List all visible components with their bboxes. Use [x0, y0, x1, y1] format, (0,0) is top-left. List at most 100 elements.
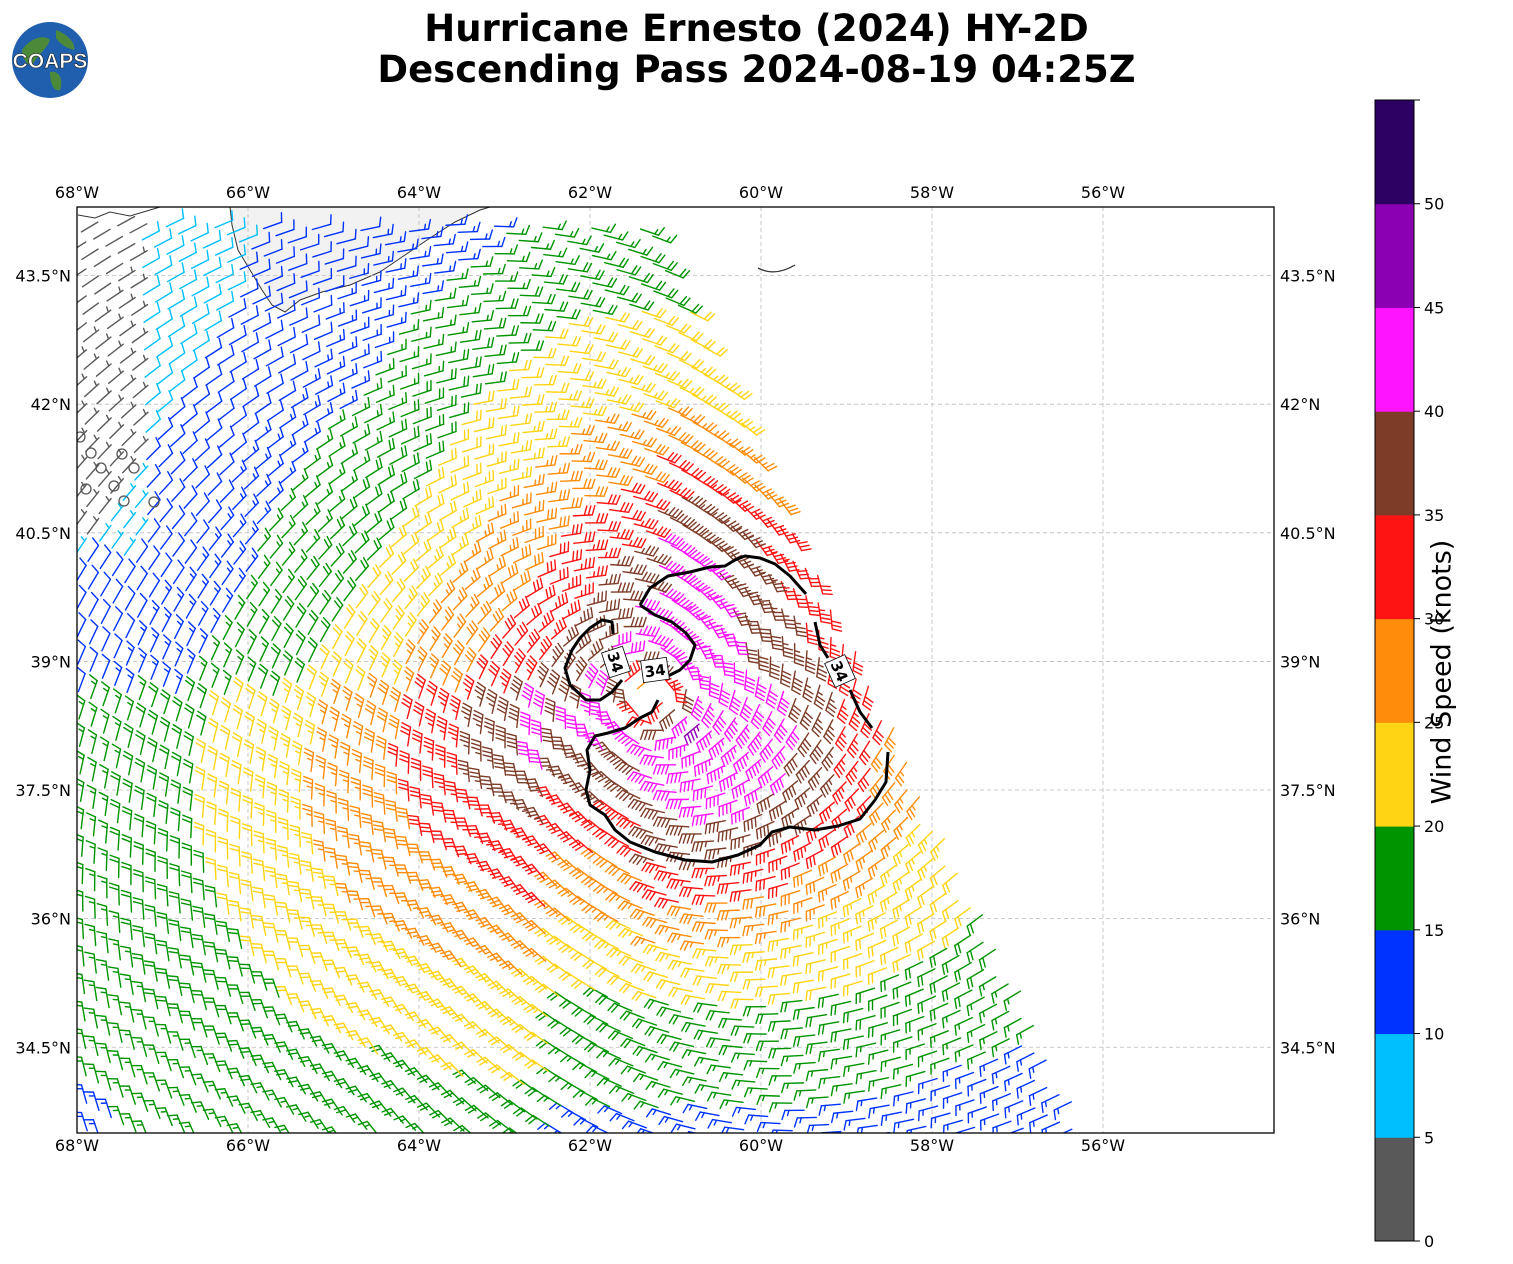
wind-barb: [668, 743, 688, 761]
wind-barb: [666, 878, 691, 890]
wind-barb: [655, 979, 681, 990]
wind-barb: [917, 995, 937, 1014]
wind-barb: [742, 868, 764, 884]
wind-barb: [430, 830, 447, 851]
wind-barb: [706, 1037, 731, 1048]
wind-barb: [595, 413, 620, 424]
wind-barb: [544, 697, 556, 722]
wind-barb: [656, 451, 682, 464]
wind-barb: [793, 1061, 816, 1074]
wind-barb: [392, 1003, 414, 1022]
wind-barb: [595, 670, 609, 696]
wind-barb: [511, 827, 532, 846]
wind-barb: [979, 1113, 1000, 1131]
wind-barb: [572, 478, 596, 490]
wind-barb: [704, 956, 729, 967]
wind-barb: [855, 932, 875, 951]
wind-barb: [830, 918, 850, 937]
wind-barb: [769, 628, 784, 651]
wind-barb: [597, 1105, 623, 1115]
wind-barb: [817, 1021, 840, 1036]
lon-tick-label: 62°W: [568, 183, 612, 202]
wind-barb: [545, 879, 570, 894]
wind-barb: [830, 1083, 853, 1097]
wind-barb: [732, 607, 752, 626]
wind-barb: [561, 574, 582, 592]
colorbar-segment: [1375, 1137, 1414, 1242]
wind-barb: [731, 1079, 756, 1090]
wind-barb: [584, 486, 609, 497]
wind-barb: [721, 1126, 745, 1133]
wind-barb: [788, 697, 802, 724]
wind-barb: [406, 843, 423, 864]
colorbar-segment: [1375, 514, 1414, 620]
wind-barb: [411, 729, 423, 754]
wind-barb: [645, 1108, 672, 1118]
wind-barb: [312, 839, 326, 862]
wind-barb: [678, 805, 702, 818]
wind-barb: [978, 976, 997, 997]
wind-barb: [475, 1000, 499, 1016]
wind-barb: [867, 967, 887, 985]
wind-barb: [793, 615, 808, 638]
wind-barb: [424, 708, 436, 734]
wind-barb: [597, 521, 622, 532]
wind-barb: [762, 711, 776, 737]
wind-barb: [645, 498, 671, 511]
wind-barb: [966, 914, 984, 936]
wind-barb: [548, 489, 571, 503]
wind-barb: [349, 805, 362, 828]
wind-barb: [582, 405, 608, 417]
wind-barb: [657, 507, 683, 519]
wind-barb: [805, 904, 825, 922]
wind-barb: [363, 756, 374, 781]
wind-barb: [322, 903, 340, 924]
wind-barb: [904, 988, 924, 1007]
wind-barb: [743, 813, 763, 833]
lat-tick-label: 43.5°N: [1280, 267, 1336, 286]
wind-barb: [571, 451, 596, 463]
wind-barb: [680, 414, 706, 425]
title-line-2: Descending Pass 2024-08-19 04:25Z: [377, 48, 1136, 91]
wind-barb: [781, 635, 794, 659]
wind-barb: [640, 834, 666, 847]
wind-barb: [375, 735, 387, 760]
wind-barb: [369, 1072, 391, 1090]
wind-barb: [597, 547, 622, 559]
wind-barb: [665, 296, 691, 307]
wind-barb: [843, 1090, 866, 1104]
wind-barb: [880, 1111, 902, 1126]
wind-barb: [867, 884, 886, 906]
wind-barb: [60, 1077, 74, 1096]
wind-barb: [966, 996, 985, 1017]
wind-barb: [558, 773, 580, 792]
wind-barb: [917, 1077, 938, 1095]
wind-barb: [692, 785, 714, 802]
wind-barb: [334, 911, 352, 931]
wind-barb: [652, 764, 677, 775]
wind-barb: [550, 592, 569, 613]
wind-barb: [275, 901, 291, 923]
wind-barb: [322, 959, 341, 979]
wind-barb: [380, 996, 402, 1014]
colorbar-segment: [1375, 1033, 1414, 1138]
wind-barb: [658, 1115, 684, 1126]
wind-barb: [629, 327, 655, 339]
wind-barb: [631, 990, 657, 1002]
wind-barb: [534, 814, 557, 832]
wind-barb: [691, 867, 715, 879]
wind-barb: [868, 994, 888, 1012]
wind-barb: [462, 674, 475, 700]
wind-barb: [545, 851, 569, 867]
wind-barb: [584, 663, 599, 689]
wind-barb: [791, 670, 803, 696]
wind-barb: [395, 835, 411, 857]
wind-barb: [569, 923, 595, 936]
wind-barb: [310, 924, 328, 944]
wind-barb: [550, 617, 567, 640]
wind-barb: [657, 479, 683, 492]
lat-tick-label: 37.5°N: [15, 781, 71, 800]
wind-barb: [178, 1093, 197, 1113]
wind-barb: [263, 922, 279, 943]
wind-barb: [487, 868, 509, 886]
